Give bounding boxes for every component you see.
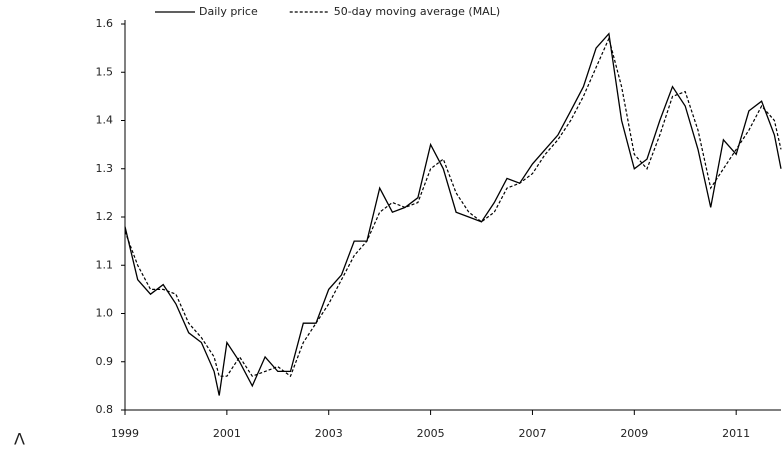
annotation: Λ bbox=[14, 430, 25, 449]
y-tick-label: 1.5 bbox=[96, 65, 114, 78]
legend-label: 50-day moving average (MAL) bbox=[334, 5, 500, 18]
y-tick-label: 1.1 bbox=[96, 258, 114, 271]
x-tick-label: 1999 bbox=[111, 427, 139, 440]
x-tick-label: 2003 bbox=[315, 427, 343, 440]
y-tick-label: 1.4 bbox=[96, 114, 114, 127]
y-tick-label: 1.3 bbox=[96, 162, 114, 175]
legend-label: Daily price bbox=[199, 5, 258, 18]
x-tick-label: 2011 bbox=[722, 427, 750, 440]
x-tick-label: 2005 bbox=[417, 427, 445, 440]
x-tick-label: 2001 bbox=[213, 427, 241, 440]
series-line bbox=[124, 32, 782, 396]
x-tick-label: 2009 bbox=[620, 427, 648, 440]
x-tick-label: 2007 bbox=[518, 427, 546, 440]
y-tick-label: 0.8 bbox=[96, 403, 114, 416]
series-line bbox=[124, 36, 782, 378]
y-tick-label: 1.0 bbox=[96, 307, 114, 320]
y-tick-label: 1.6 bbox=[96, 17, 114, 30]
y-tick-label: 0.9 bbox=[96, 355, 114, 368]
y-tick-label: 1.2 bbox=[96, 210, 114, 223]
